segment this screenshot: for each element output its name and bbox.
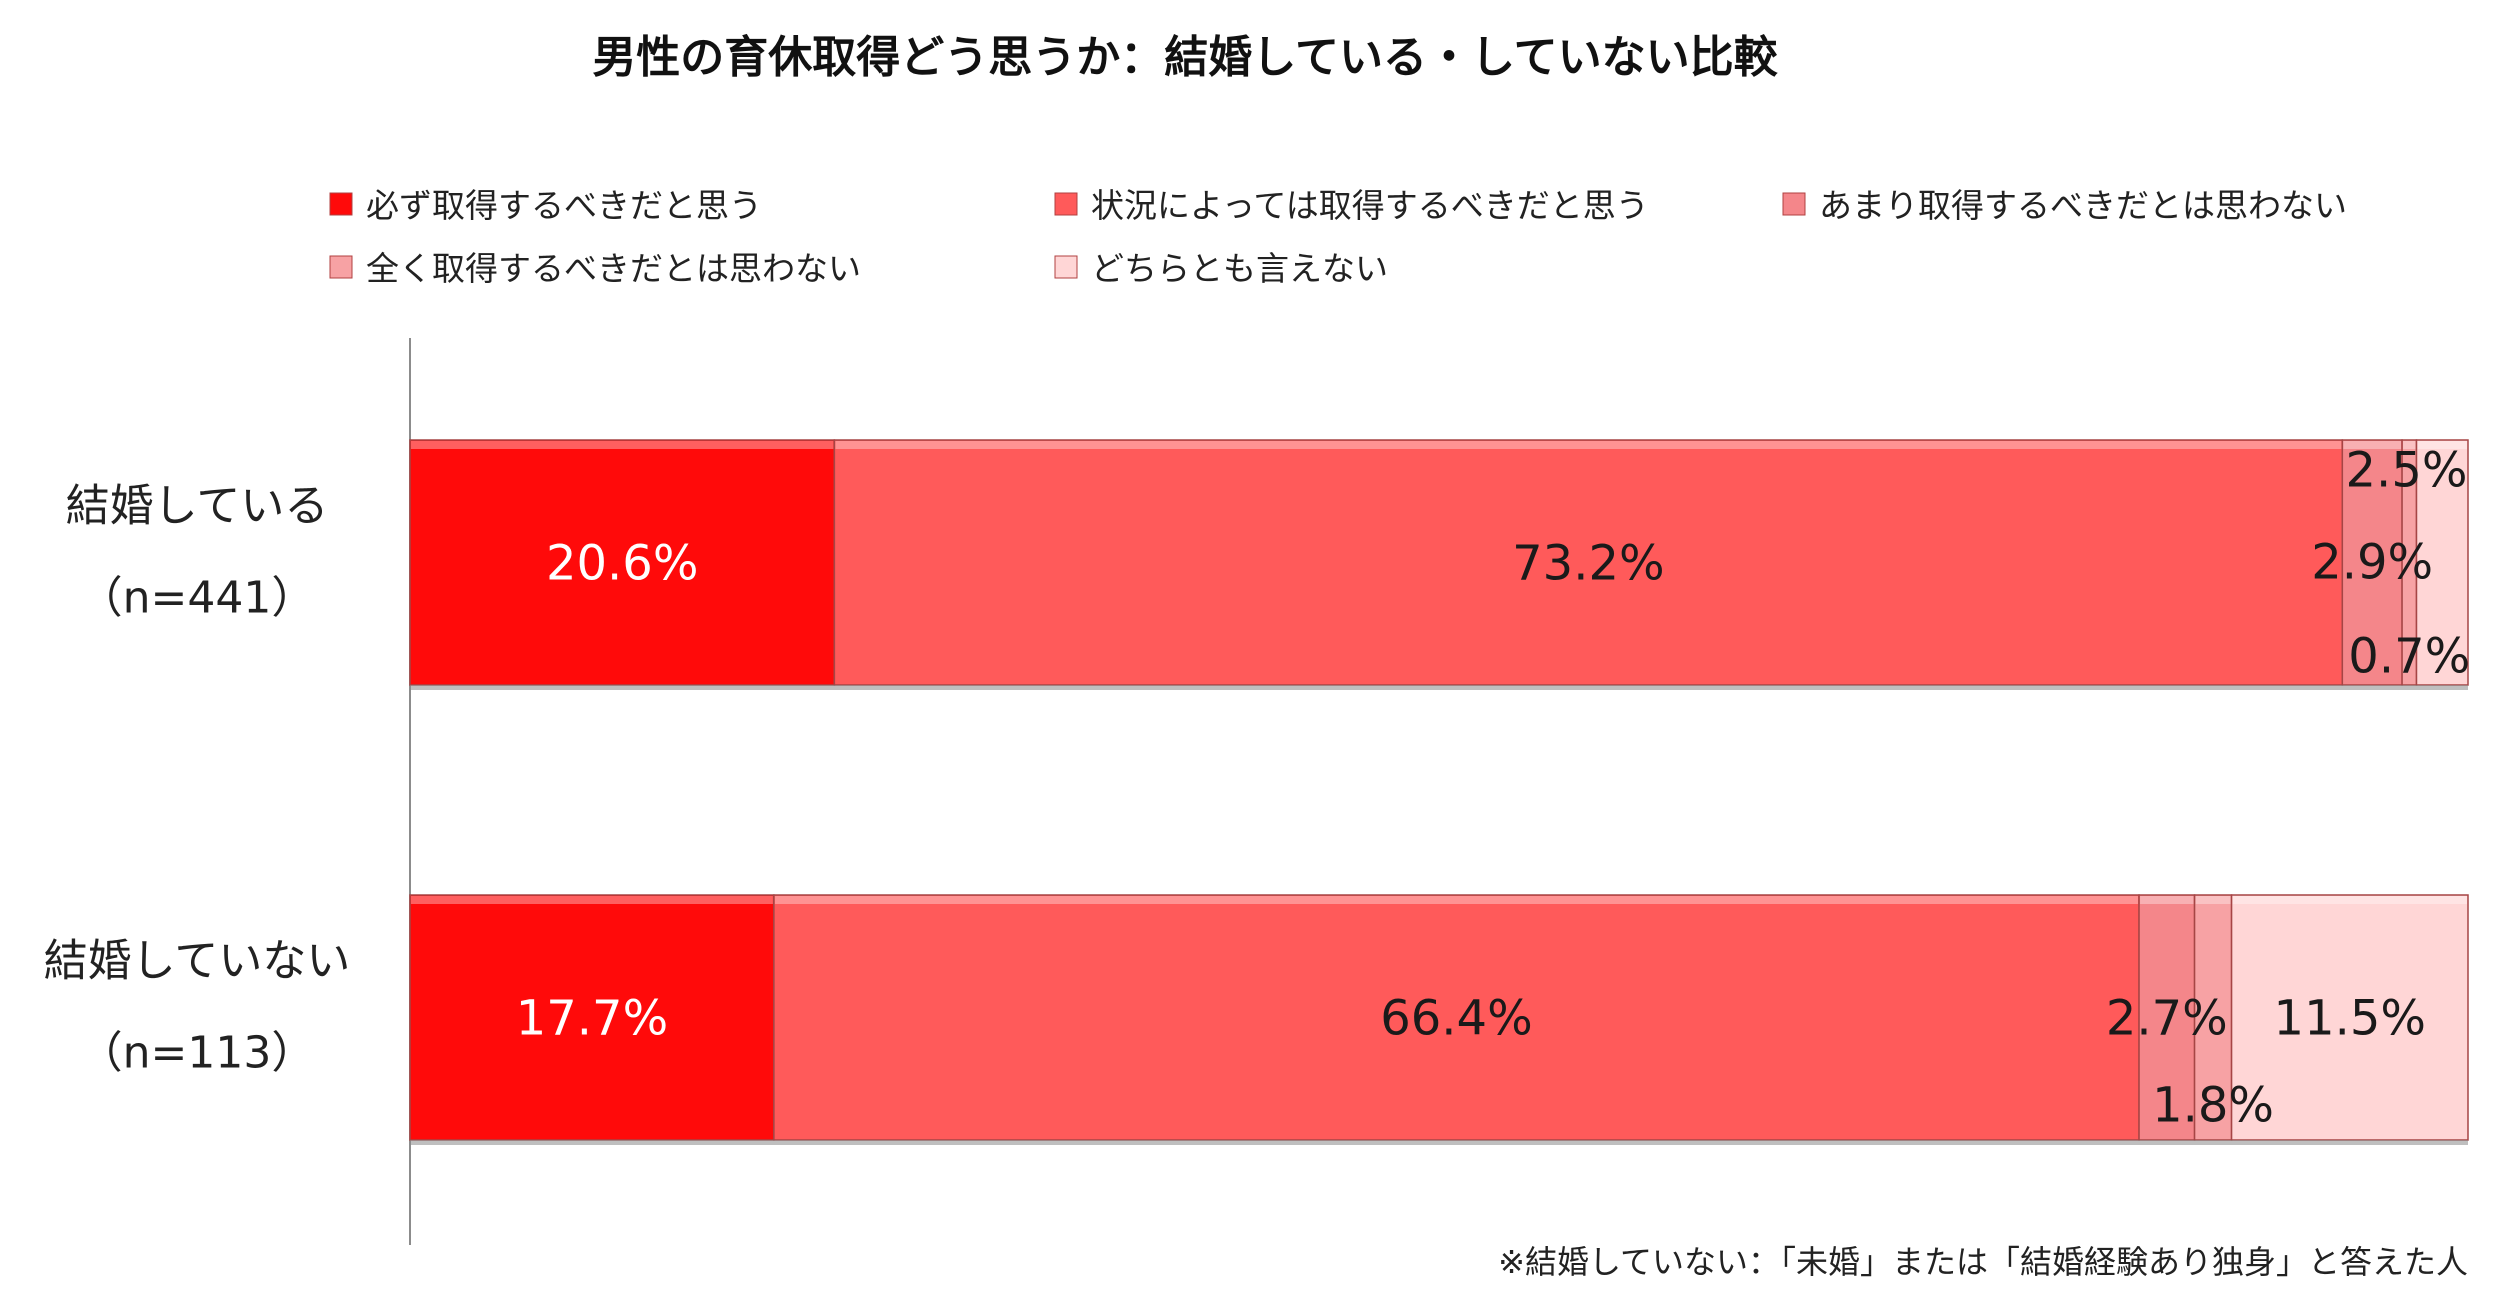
legend-swatch-series-2 [1054, 192, 1078, 216]
bar-series-5 [2230, 894, 2469, 1141]
value-label-series-4: 0.7% [2348, 629, 2470, 685]
footnote: ※結婚していない：「未婚」または「結婚経験あり独身」と答えた人 [1498, 1243, 2468, 1281]
category-label: 結婚していない [44, 936, 351, 987]
bar-shadow [410, 685, 2468, 690]
bars [409, 439, 2469, 1145]
value-label-series-5: 2.5% [2346, 443, 2468, 499]
bar-highlight [2232, 896, 2467, 904]
value-label-series-1: 20.6% [546, 536, 698, 592]
bar-highlight [411, 441, 834, 449]
bar-series-1 [409, 894, 775, 1141]
legend-swatch-series-5 [1054, 255, 1078, 279]
value-label-series-5: 11.5% [2274, 991, 2426, 1047]
bar-shadow [410, 1140, 2468, 1145]
legend-label-series-2: 状況によっては取得するべきだと思う [1091, 186, 1649, 225]
value-label-series-3: 2.9% [2311, 535, 2433, 591]
value-label-series-2: 73.2% [1512, 536, 1664, 592]
value-label-series-1: 17.7% [516, 991, 668, 1047]
value-label-series-4: 1.8% [2152, 1078, 2274, 1134]
value-labels: 20.6% 73.2% 2.9% 0.7% 2.5% 17.7% 66.4% 2.7% 1.8%… [516, 443, 2471, 1134]
category-label: 結婚している [66, 481, 329, 532]
bar-highlight [2403, 441, 2416, 449]
category-n: （n=441） [79, 573, 316, 624]
category-labels: 結婚している （n=441） 結婚していない （n=113） [44, 481, 351, 1079]
legend-swatch-series-4 [329, 255, 353, 279]
bar-highlight [2417, 441, 2467, 449]
legend-label-series-3: あまり取得するべきだとは思わない [1819, 186, 2347, 225]
legend-label-series-4: 全く取得するべきだとは思わない [366, 249, 861, 288]
bar-highlight [2343, 441, 2402, 449]
legend-swatch-series-1 [329, 192, 353, 216]
bar-series-3 [2138, 894, 2196, 1141]
legend: 必ず取得するべきだと思う 状況によっては取得するべきだと思う あまり取得するべきだと… [329, 186, 2347, 288]
bar-series-5 [2415, 439, 2469, 686]
bar-highlight [2195, 896, 2231, 904]
bar-series-2 [833, 439, 2344, 686]
bar-highlight [774, 896, 2139, 904]
legend-label-series-1: 必ず取得するべきだと思う [366, 186, 762, 225]
bar-highlight [411, 896, 773, 904]
category-n: （n=113） [79, 1028, 316, 1079]
bar-highlight [2140, 896, 2194, 904]
legend-label-series-5: どちらとも言えない [1091, 249, 1388, 288]
bar-highlight [835, 441, 2342, 449]
value-label-series-3: 2.7% [2106, 991, 2228, 1047]
chart-title: 男性の育休取得どう思うか：結婚している・していない比較 [592, 32, 1778, 83]
value-label-series-2: 66.4% [1380, 991, 1532, 1047]
bar-series-2 [773, 894, 2140, 1141]
legend-swatch-series-3 [1782, 192, 1806, 216]
